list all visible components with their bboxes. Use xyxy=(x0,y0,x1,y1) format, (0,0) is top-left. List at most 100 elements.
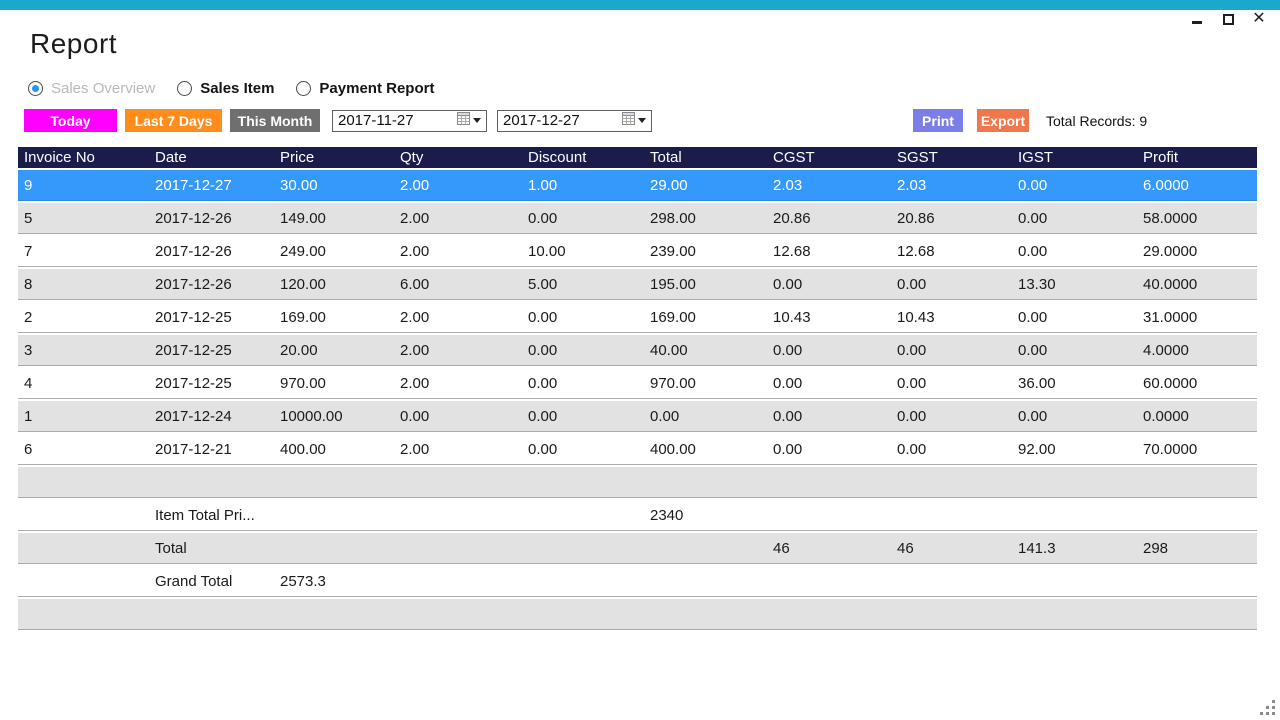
table-row[interactable]: 5 2017-12-26 149.00 2.00 0.00 298.00 20.86 20.8… xyxy=(18,203,1257,234)
table-cell: 2340 xyxy=(644,500,767,531)
table-row[interactable]: 2 2017-12-25 169.00 2.00 0.00 169.00 10.43 10.4… xyxy=(18,302,1257,333)
close-button[interactable]: ✕ xyxy=(1252,11,1266,27)
table-cell xyxy=(1012,599,1137,630)
print-button[interactable]: Print xyxy=(913,109,963,132)
table-row[interactable] xyxy=(18,599,1257,630)
table-cell: 70.0000 xyxy=(1137,434,1257,465)
table-cell xyxy=(767,599,891,630)
date-to-picker[interactable]: 2017-12-27 xyxy=(497,109,652,132)
table-cell xyxy=(767,566,891,597)
table-cell: 10000.00 xyxy=(274,401,394,432)
table-cell: 46 xyxy=(767,533,891,564)
table-cell: 2.00 xyxy=(394,236,522,267)
table-cell xyxy=(18,533,149,564)
radio-sales-overview[interactable]: Sales Overview xyxy=(28,80,155,97)
table-cell xyxy=(18,500,149,531)
table-cell xyxy=(394,500,522,531)
table-cell: 0.00 xyxy=(1012,236,1137,267)
minimize-button[interactable] xyxy=(1190,12,1204,26)
column-header-invoice-no[interactable]: Invoice No xyxy=(18,147,149,168)
table-cell: 1 xyxy=(18,401,149,432)
table-cell: 31.0000 xyxy=(1137,302,1257,333)
table-row[interactable]: Item Total Pri... 2340 xyxy=(18,500,1257,531)
table-cell: 0.00 xyxy=(522,434,644,465)
table-row[interactable]: 3 2017-12-25 20.00 2.00 0.00 40.00 0.00 0.00 0.0… xyxy=(18,335,1257,366)
table-cell: 0.00 xyxy=(522,401,644,432)
table-cell: 0.00 xyxy=(522,203,644,234)
table-cell: 9 xyxy=(18,170,149,201)
table-cell: 169.00 xyxy=(644,302,767,333)
table-row[interactable]: Grand Total 2573.3 xyxy=(18,566,1257,597)
table-cell xyxy=(18,467,149,498)
table-cell xyxy=(394,566,522,597)
radio-sales-item[interactable]: Sales Item xyxy=(177,80,274,97)
maximize-button[interactable] xyxy=(1221,12,1235,26)
table-cell: 2.00 xyxy=(394,368,522,399)
last-7-days-button[interactable]: Last 7 Days xyxy=(125,109,222,132)
table-cell xyxy=(274,467,394,498)
table-cell: 0.00 xyxy=(1012,302,1137,333)
column-header-qty[interactable]: Qty xyxy=(394,147,522,168)
table-cell xyxy=(767,500,891,531)
table-cell: 40.00 xyxy=(644,335,767,366)
table-cell xyxy=(644,467,767,498)
table-cell: 20.86 xyxy=(767,203,891,234)
table-row[interactable]: 4 2017-12-25 970.00 2.00 0.00 970.00 0.00 0.00 3… xyxy=(18,368,1257,399)
window-controls: ✕ xyxy=(1190,11,1266,27)
table-row[interactable]: 8 2017-12-26 120.00 6.00 5.00 195.00 0.00 0.00 1… xyxy=(18,269,1257,300)
table-cell: 0.00 xyxy=(394,401,522,432)
table-cell xyxy=(274,599,394,630)
table-cell: 2.03 xyxy=(891,170,1012,201)
table-row[interactable] xyxy=(18,467,1257,498)
table-cell xyxy=(891,566,1012,597)
column-header-price[interactable]: Price xyxy=(274,147,394,168)
table-cell: 58.0000 xyxy=(1137,203,1257,234)
resize-grip-icon[interactable] xyxy=(1260,700,1276,716)
maximize-icon xyxy=(1222,13,1234,25)
table-cell: 10.43 xyxy=(767,302,891,333)
table-row[interactable]: 7 2017-12-26 249.00 2.00 10.00 239.00 12.68 12.… xyxy=(18,236,1257,267)
column-header-cgst[interactable]: CGST xyxy=(767,147,891,168)
radio-unselected-icon xyxy=(177,81,193,96)
table-cell: 2017-12-25 xyxy=(149,302,274,333)
column-header-sgst[interactable]: SGST xyxy=(891,147,1012,168)
table-cell: 0.0000 xyxy=(1137,401,1257,432)
table-cell xyxy=(274,500,394,531)
table-cell: 2017-12-26 xyxy=(149,236,274,267)
table-cell: 0.00 xyxy=(1012,335,1137,366)
table-cell: 92.00 xyxy=(1012,434,1137,465)
column-header-date[interactable]: Date xyxy=(149,147,274,168)
table-cell: 0.00 xyxy=(767,269,891,300)
column-header-profit[interactable]: Profit xyxy=(1137,147,1257,168)
table-cell: 10.00 xyxy=(522,236,644,267)
export-button[interactable]: Export xyxy=(977,109,1029,132)
table-cell: 298 xyxy=(1137,533,1257,564)
chevron-down-icon xyxy=(638,118,646,123)
table-cell: 5 xyxy=(18,203,149,234)
table-cell: 298.00 xyxy=(644,203,767,234)
table-row[interactable]: 9 2017-12-27 30.00 2.00 1.00 29.00 2.03 2.03 0.0… xyxy=(18,170,1257,201)
table-row[interactable]: 1 2017-12-24 10000.00 0.00 0.00 0.00 0.00 0.00 0… xyxy=(18,401,1257,432)
today-button[interactable]: Today xyxy=(24,109,117,132)
table-cell: 149.00 xyxy=(274,203,394,234)
table-cell: 970.00 xyxy=(644,368,767,399)
table-cell: 0.00 xyxy=(891,401,1012,432)
table-cell xyxy=(149,599,274,630)
table-cell xyxy=(522,533,644,564)
date-from-picker[interactable]: 2017-11-27 xyxy=(332,109,487,132)
column-header-discount[interactable]: Discount xyxy=(522,147,644,168)
radio-label: Sales Item xyxy=(200,80,275,97)
table-cell: 40.0000 xyxy=(1137,269,1257,300)
radio-payment-report[interactable]: Payment Report xyxy=(296,80,434,97)
table-row[interactable]: 6 2017-12-21 400.00 2.00 0.00 400.00 0.00 0.00 9… xyxy=(18,434,1257,465)
table-cell: 0.00 xyxy=(1012,170,1137,201)
radio-label: Sales Overview xyxy=(51,80,156,97)
table-cell: 0.00 xyxy=(891,368,1012,399)
column-header-igst[interactable]: IGST xyxy=(1012,147,1137,168)
table-cell: 0.00 xyxy=(1012,401,1137,432)
table-cell: 0.00 xyxy=(522,368,644,399)
table-row[interactable]: Total 46 46 141.3 298 xyxy=(18,533,1257,564)
this-month-button[interactable]: This Month xyxy=(230,109,320,132)
column-header-total[interactable]: Total xyxy=(644,147,767,168)
table-cell: Item Total Pri... xyxy=(149,500,274,531)
